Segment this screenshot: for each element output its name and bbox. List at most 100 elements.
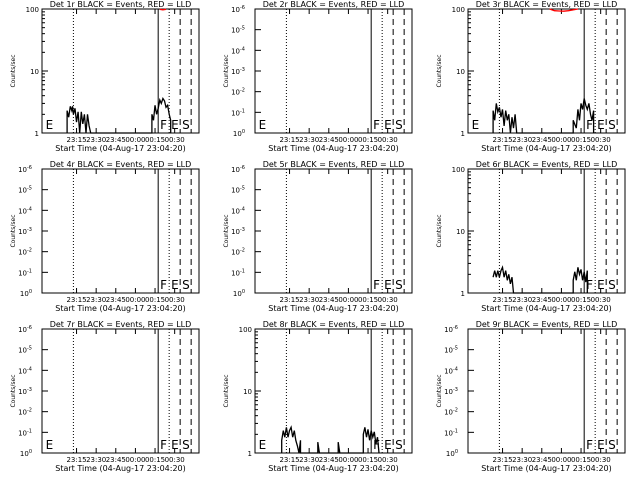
panel-title: Det 7r BLACK = Events, RED = LLD	[50, 320, 192, 329]
x-tick-label: 23:30	[86, 136, 106, 144]
y-tick-label: 10-2	[231, 88, 245, 97]
x-tick-label: 23:15	[66, 456, 86, 464]
x-tick-label: 00:00	[551, 136, 571, 144]
x-axis-label: Start Time (04-Aug-17 23:04:20)	[55, 304, 186, 313]
panel-det-4r: Det 4r BLACK = Events, RED = LLD 100 10-1 1…	[10, 160, 200, 313]
y-tick-exponent: 0	[455, 449, 458, 455]
y-tick-exponent: 0	[242, 129, 245, 135]
y-tick-label: 10-6	[18, 165, 32, 174]
panel-title: Det 6r BLACK = Events, RED = LLD	[476, 160, 618, 169]
panel-title: Det 5r BLACK = Events, RED = LLD	[263, 160, 405, 169]
y-tick-exponent: -6	[27, 325, 32, 331]
y-tick-exponent: -2	[27, 408, 32, 414]
x-tick-label: 00:30	[165, 456, 185, 464]
y-tick-label: 10	[243, 388, 252, 396]
events-series-line	[492, 265, 588, 294]
y-tick-label: 10	[456, 68, 465, 76]
y-tick-label: 10-6	[444, 325, 458, 334]
panel-det-2r: Det 2r BLACK = Events, RED = LLD 100 10-1 1…	[223, 0, 413, 153]
x-tick-label: 00:00	[338, 456, 358, 464]
y-tick-label: 10-2	[18, 248, 32, 257]
x-axis-label: Start Time (04-Aug-17 23:04:20)	[268, 464, 399, 473]
x-tick-label: 00:15	[571, 296, 591, 304]
x-tick-label: 00:30	[165, 136, 185, 144]
marker-label: S	[608, 278, 616, 292]
y-tick-exponent: -4	[240, 46, 245, 52]
y-axis-label: Counts/sec	[223, 374, 230, 407]
marker-label: S	[182, 278, 190, 292]
panel-title: Det 9r BLACK = Events, RED = LLD	[476, 320, 618, 329]
x-tick-label: 00:30	[591, 136, 611, 144]
y-tick-label: 10	[456, 228, 465, 236]
y-tick-exponent: -6	[240, 5, 245, 11]
marker-label: S	[182, 118, 190, 132]
y-tick-exponent: -6	[27, 165, 32, 171]
x-tick-label: 23:15	[66, 136, 86, 144]
x-tick-label: 23:45	[106, 296, 126, 304]
x-tick-label: 23:45	[532, 136, 552, 144]
y-tick-exponent: -3	[240, 227, 245, 233]
plot-frame	[41, 8, 200, 134]
y-axis-label: Counts/sec	[10, 54, 17, 87]
y-tick-exponent: -6	[453, 325, 458, 331]
y-tick-exponent: -5	[240, 26, 245, 32]
y-tick-exponent: 0	[29, 289, 32, 295]
y-tick-label: 10-2	[444, 408, 458, 417]
x-tick-label: 23:45	[106, 136, 126, 144]
marker-label: E	[259, 118, 267, 132]
y-tick-label: 10-5	[18, 186, 32, 195]
x-tick-label: 23:15	[279, 136, 299, 144]
marker-label: E	[171, 438, 179, 452]
y-tick-exponent: 0	[29, 449, 32, 455]
y-tick-exponent: -1	[27, 268, 32, 274]
y-tick-exponent: -1	[27, 428, 32, 434]
marker-label: E	[597, 118, 605, 132]
plot-frame	[467, 8, 626, 134]
x-tick-label: 00:15	[145, 456, 165, 464]
x-tick-label: 23:15	[66, 296, 86, 304]
y-tick-label: 10-3	[18, 227, 32, 236]
x-tick-label: 23:30	[512, 296, 532, 304]
y-tick-label: 10-2	[18, 408, 32, 417]
y-tick-label: 10-3	[444, 387, 458, 396]
marker-label: E	[46, 438, 54, 452]
x-tick-label: 23:30	[86, 296, 106, 304]
y-tick-exponent: 0	[242, 289, 245, 295]
marker-label: E	[597, 278, 605, 292]
marker-label: E	[597, 438, 605, 452]
marker-label: E	[384, 278, 392, 292]
plot-frame	[467, 328, 626, 454]
x-axis-label: Start Time (04-Aug-17 23:04:20)	[55, 464, 186, 473]
y-tick-label: 10-3	[231, 67, 245, 76]
y-tick-exponent: -3	[27, 387, 32, 393]
y-tick-label: 10-4	[231, 206, 245, 215]
x-tick-label: 00:00	[551, 456, 571, 464]
x-tick-label: 00:15	[145, 136, 165, 144]
y-tick-label: 10-4	[444, 366, 458, 375]
y-tick-label: 10-1	[231, 108, 245, 117]
y-tick-label: 10-1	[444, 428, 458, 437]
marker-label: S	[395, 278, 403, 292]
marker-label: F	[373, 118, 380, 132]
y-tick-label: 1	[461, 290, 465, 298]
panel-det-8r: Det 8r BLACK = Events, RED = LLD 1 10 100 Co…	[223, 320, 413, 473]
y-tick-label: 10-6	[231, 5, 245, 14]
x-tick-label: 00:15	[571, 456, 591, 464]
y-tick-label: 1	[35, 130, 39, 138]
x-tick-label: 23:15	[279, 296, 299, 304]
x-tick-label: 00:30	[378, 136, 398, 144]
y-tick-label: 100	[233, 129, 245, 138]
panel-det-3r: Det 3r BLACK = Events, RED = LLD 1 10 100 Co…	[436, 0, 626, 153]
x-tick-label: 00:30	[378, 296, 398, 304]
panel-det-5r: Det 5r BLACK = Events, RED = LLD 100 10-1 1…	[223, 160, 413, 313]
marker-label: E	[171, 278, 179, 292]
y-tick-exponent: -2	[27, 248, 32, 254]
panel-det-7r: Det 7r BLACK = Events, RED = LLD 100 10-1 1…	[10, 320, 200, 473]
y-tick-exponent: -4	[240, 206, 245, 212]
x-tick-label: 23:30	[512, 136, 532, 144]
x-tick-label: 23:30	[86, 456, 106, 464]
x-tick-label: 00:00	[125, 456, 145, 464]
x-tick-label: 23:45	[532, 296, 552, 304]
y-tick-label: 10-5	[444, 346, 458, 355]
marker-label: S	[608, 438, 616, 452]
